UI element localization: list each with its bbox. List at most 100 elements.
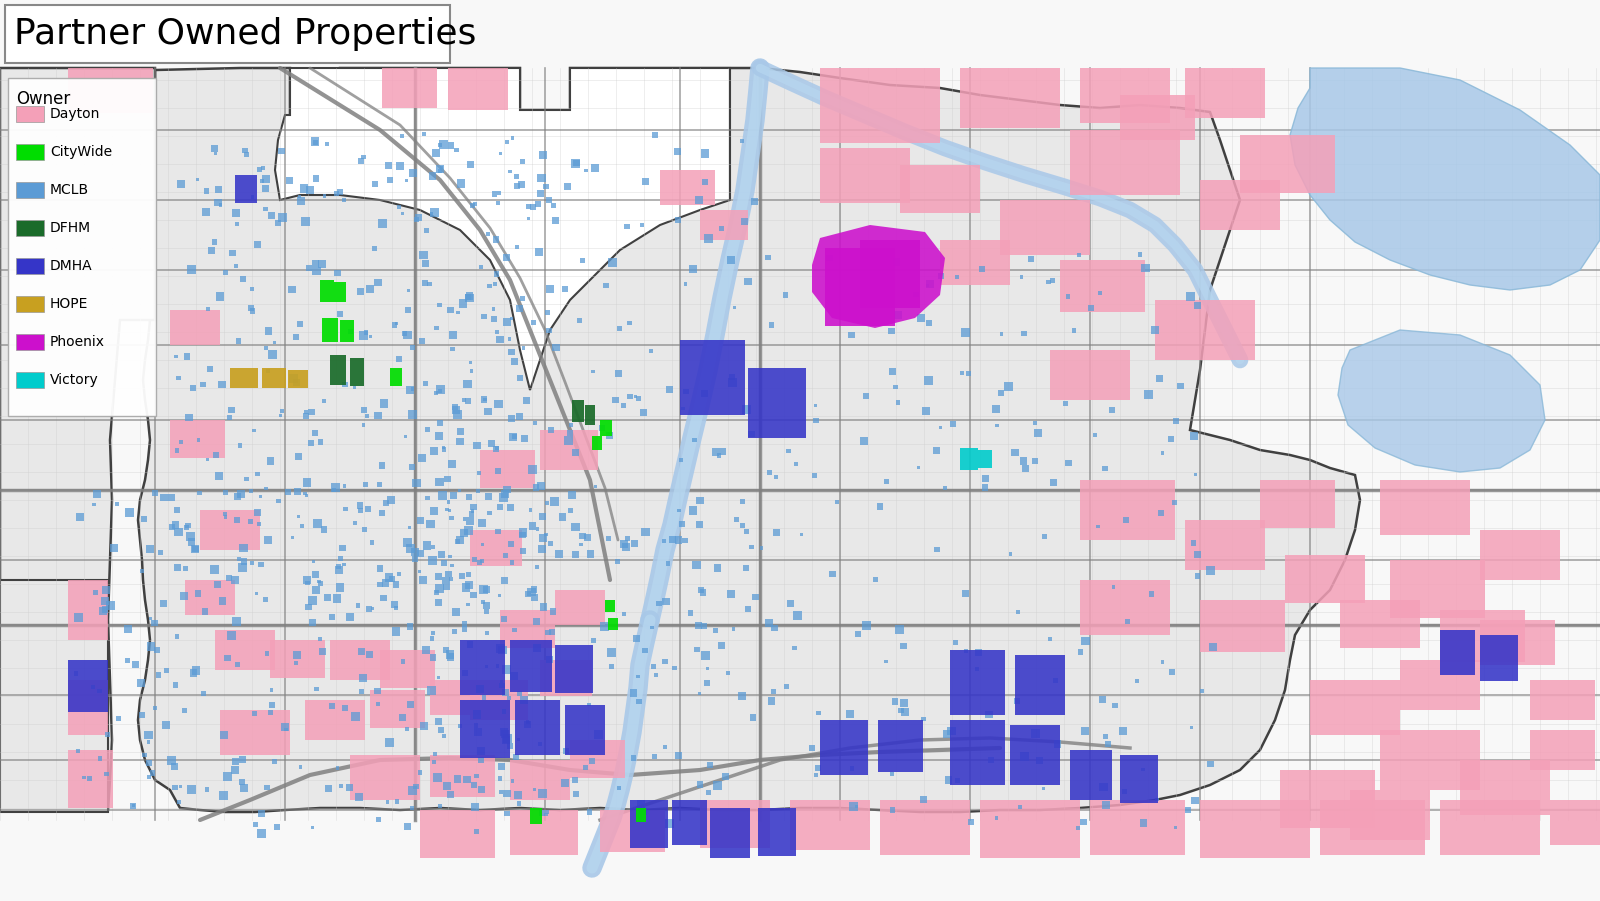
Bar [674,148,682,155]
Bar [642,528,650,536]
Bar [885,660,888,663]
Bar [485,631,490,635]
Bar [285,728,288,732]
Bar [453,629,458,634]
Bar [221,710,290,755]
Bar [501,615,507,622]
Bar [453,404,458,410]
Bar [250,489,253,494]
Bar [1206,566,1214,575]
Bar [170,523,174,530]
Bar [202,207,210,216]
Bar [392,323,397,328]
Bar [408,786,418,795]
Bar [1190,726,1192,729]
Bar [938,273,944,278]
Bar [187,785,197,794]
Bar [1066,295,1070,299]
Bar [1088,305,1093,311]
Bar [683,282,686,286]
Bar [768,696,776,705]
Bar [216,472,222,480]
Bar [294,453,302,460]
Bar [627,394,632,399]
Bar [74,671,78,676]
Bar [555,550,563,559]
Bar [925,284,930,287]
Bar [694,622,702,630]
Bar [587,551,594,558]
Bar [1320,800,1426,855]
Bar [461,700,510,758]
Bar [405,307,411,313]
Bar [270,640,325,678]
Bar [677,509,682,512]
Bar [282,724,290,732]
Bar [995,423,998,427]
Bar [1018,805,1022,809]
Bar [706,667,709,670]
Bar [507,505,514,511]
Bar [582,765,589,770]
Bar [550,204,555,208]
Bar [555,590,605,625]
Bar [893,385,898,389]
Bar [456,311,459,314]
Bar [430,208,438,216]
Bar [880,800,970,855]
Bar [477,519,486,527]
Bar [530,808,542,824]
Bar [698,781,704,787]
Bar [630,800,669,848]
Bar [237,490,245,498]
Bar [437,165,445,173]
Bar [501,730,509,738]
Bar [387,496,395,505]
Bar [1098,291,1101,295]
Bar [477,685,485,693]
Bar [226,575,232,581]
Bar [1099,696,1106,703]
Bar [499,151,502,155]
Bar [299,185,309,193]
Bar [474,711,482,719]
Bar [258,810,266,817]
Bar [478,585,488,594]
Bar [594,485,597,488]
Bar [218,381,226,388]
Bar [224,515,227,518]
Bar [718,226,723,231]
Bar [219,731,229,739]
Bar [1090,800,1186,855]
Bar [968,819,974,825]
Bar [264,487,267,490]
Bar [264,207,267,211]
Bar [688,265,696,273]
Bar [414,214,422,221]
Bar [235,338,242,343]
Bar [448,460,456,468]
Bar [338,556,342,561]
Bar [395,799,400,804]
Bar [472,557,477,562]
Bar [224,655,230,661]
Bar [1184,807,1190,813]
Bar [749,431,755,437]
Bar [587,809,592,815]
Bar [720,449,726,455]
Bar [675,217,682,223]
Bar [541,660,592,696]
Bar [1125,619,1130,624]
Bar [1022,465,1029,472]
Bar [1174,826,1178,829]
Bar [498,763,504,770]
Bar [536,190,544,197]
Bar [510,671,518,679]
Bar [197,178,200,181]
Bar [350,358,365,386]
Bar [474,728,482,736]
Bar [922,407,930,414]
Bar [525,591,531,596]
Bar [661,170,715,205]
Bar [651,754,656,759]
